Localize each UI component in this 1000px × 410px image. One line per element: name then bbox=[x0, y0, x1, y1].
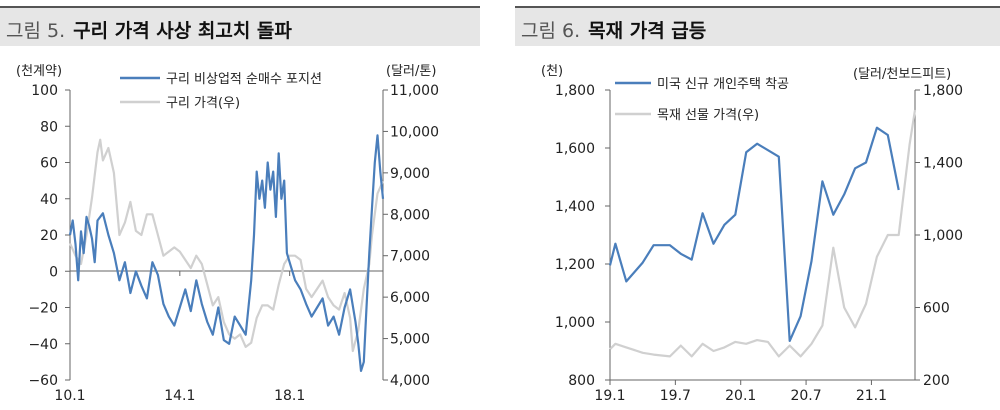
y-tick-label-left: 100 bbox=[31, 83, 58, 99]
y-tick-label-left: −20 bbox=[28, 301, 58, 317]
figure-6-number: 그림 6. bbox=[521, 20, 581, 42]
x-tick-label: 20.7 bbox=[790, 388, 821, 404]
y-tick-label-left: 800 bbox=[568, 373, 595, 389]
figure-5-title: 그림 5. 구리 가격 사상 최고치 돌파 bbox=[6, 16, 292, 43]
y-tick-label-left: 1,800 bbox=[555, 83, 595, 99]
figure-6-panel: 그림 6. 목재 가격 급등 1,800 1,600 1,400 1,200 1,000 8… bbox=[515, 0, 1000, 410]
x-tick-label: 19.1 bbox=[594, 388, 625, 404]
y-tick-label-left: 1,600 bbox=[555, 141, 595, 157]
y-tick-label-left: 80 bbox=[40, 119, 58, 135]
y-tick-label-right: 1,800 bbox=[923, 83, 963, 99]
x-tick-label: 18.1 bbox=[274, 388, 305, 404]
y-left-unit: (천계약) bbox=[16, 64, 62, 79]
figure-5-number: 그림 5. bbox=[6, 20, 66, 42]
legend-label: 구리 가격(우) bbox=[166, 96, 240, 111]
y-tick-label-left: 1,000 bbox=[555, 315, 595, 331]
legend-label: 구리 비상업적 순매수 포지션 bbox=[166, 72, 322, 87]
y-tick-label-left: −40 bbox=[28, 337, 58, 353]
legend-label: 목재 선물 가격(우) bbox=[657, 108, 759, 123]
y-tick-label-left: −60 bbox=[28, 373, 58, 389]
figure-5-title-bar: 그림 5. 구리 가격 사상 최고치 돌파 bbox=[0, 6, 480, 46]
y-tick-label-left: 20 bbox=[40, 228, 58, 244]
copper-chart: 100 80 60 40 20 0 −20 −40 −60 11,000 10,000 9,000 8,… bbox=[16, 64, 439, 404]
figure-6-title: 그림 6. 목재 가격 급등 bbox=[521, 16, 706, 43]
y-tick-label-left: 60 bbox=[40, 156, 58, 172]
y-left-unit: (천) bbox=[541, 64, 563, 79]
y-tick-label-right: 7,000 bbox=[390, 249, 430, 265]
y-tick-label-right: 10,000 bbox=[390, 124, 439, 140]
y-tick-label-right: 1,400 bbox=[923, 156, 963, 172]
y-tick-label-right: 8,000 bbox=[390, 207, 430, 223]
y-tick-label-right: 200 bbox=[923, 373, 950, 389]
x-tick-label: 20.1 bbox=[725, 388, 756, 404]
y-tick-label-right: 9,000 bbox=[390, 166, 430, 182]
x-tick-label: 10.1 bbox=[54, 388, 85, 404]
legend-label: 미국 신규 개인주택 착공 bbox=[657, 77, 789, 92]
y-right-unit: (달러/천보드피트) bbox=[853, 67, 951, 82]
figure-5-panel: 그림 5. 구리 가격 사상 최고치 돌파 100 80 60 40 20 0 −20 −40 −… bbox=[0, 0, 480, 410]
x-tick-label: 19.7 bbox=[660, 388, 691, 404]
figure-6-heading: 목재 가격 급등 bbox=[588, 20, 707, 42]
y-tick-label-right: 4,000 bbox=[390, 373, 430, 389]
y-right-unit: (달러/톤) bbox=[386, 64, 436, 79]
series-line-primary bbox=[608, 126, 900, 342]
y-tick-label-right: 11,000 bbox=[390, 83, 439, 99]
lumber-chart: 1,800 1,600 1,400 1,200 1,000 800 1,800 1,400 1,… bbox=[541, 64, 963, 404]
y-tick-label-right: 6,000 bbox=[390, 290, 430, 306]
y-tick-label-right: 600 bbox=[923, 301, 950, 317]
series-line-primary bbox=[68, 134, 385, 372]
figure-6-title-bar: 그림 6. 목재 가격 급등 bbox=[515, 6, 1000, 46]
x-tick-label: 14.1 bbox=[164, 388, 195, 404]
series-line-secondary bbox=[609, 109, 917, 358]
y-tick-label-left: 0 bbox=[49, 264, 58, 280]
figure-5-heading: 구리 가격 사상 최고치 돌파 bbox=[73, 20, 292, 42]
y-tick-label-left: 1,400 bbox=[555, 199, 595, 215]
y-tick-label-left: 40 bbox=[40, 192, 58, 208]
y-tick-label-left: 1,200 bbox=[555, 257, 595, 273]
y-tick-label-right: 1,000 bbox=[923, 228, 963, 244]
series-line-secondary bbox=[68, 138, 385, 353]
y-tick-label-right: 5,000 bbox=[390, 332, 430, 348]
x-tick-label: 21.1 bbox=[856, 388, 887, 404]
